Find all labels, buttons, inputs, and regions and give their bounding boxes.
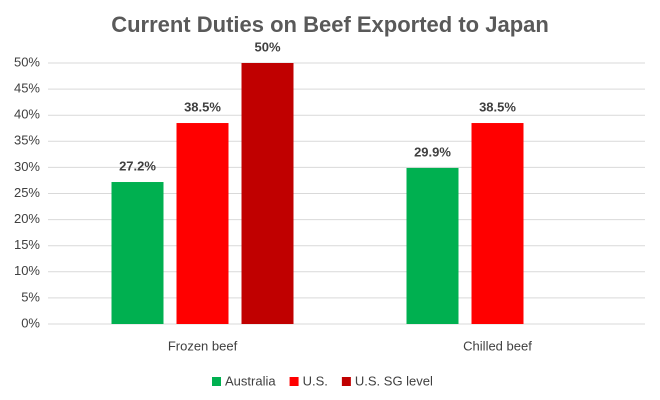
y-tick-label: 30% xyxy=(14,159,40,174)
y-tick-label: 10% xyxy=(14,263,40,278)
x-tick-label: Frozen beef xyxy=(168,338,238,353)
bar xyxy=(111,182,164,324)
bar xyxy=(406,167,459,324)
y-tick-label: 0% xyxy=(21,315,40,330)
y-tick-label: 40% xyxy=(14,107,40,122)
y-tick-label: 20% xyxy=(14,211,40,226)
y-tick-label: 50% xyxy=(14,54,40,69)
x-tick-label: Chilled beef xyxy=(463,338,532,353)
y-tick-label: 45% xyxy=(14,81,40,96)
value-label: 29.9% xyxy=(414,144,451,159)
y-tick-label: 5% xyxy=(21,289,40,304)
legend-swatch xyxy=(341,377,351,386)
value-label: 50% xyxy=(254,39,280,54)
y-tick-label: 35% xyxy=(14,133,40,148)
value-label: 38.5% xyxy=(184,99,221,114)
legend-label: Australia xyxy=(225,373,276,388)
y-tick-label: 25% xyxy=(14,185,40,200)
chart-title: Current Duties on Beef Exported to Japan xyxy=(111,12,549,37)
bar xyxy=(471,123,524,324)
y-tick-label: 15% xyxy=(14,237,40,252)
value-label: 27.2% xyxy=(119,158,156,173)
legend-label: U.S. xyxy=(303,373,328,388)
legend-label: U.S. SG level xyxy=(355,373,433,388)
bar xyxy=(241,63,294,324)
value-label: 38.5% xyxy=(479,99,516,114)
legend-swatch xyxy=(212,377,221,386)
bar xyxy=(176,123,229,324)
legend-swatch xyxy=(289,377,299,386)
